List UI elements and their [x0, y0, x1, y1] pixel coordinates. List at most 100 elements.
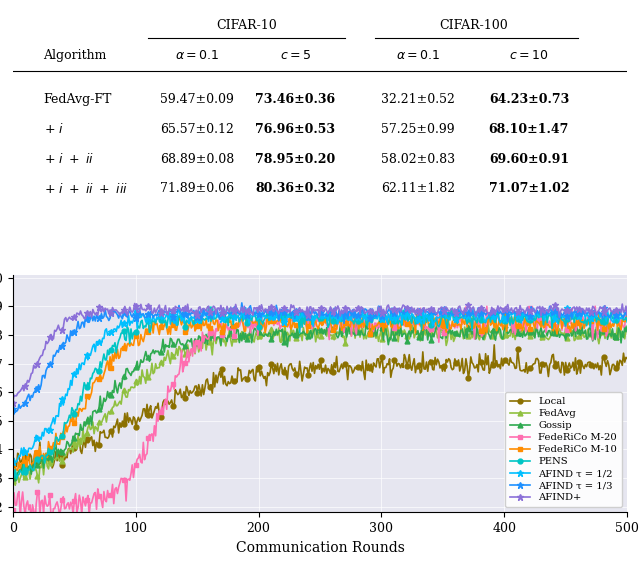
Line: Local: Local	[10, 342, 630, 473]
FedeRiCo M-10	[341, 319, 349, 326]
AFIND+	[514, 309, 522, 315]
Text: $+\ i$: $+\ i$	[44, 122, 63, 136]
Line: FedAvg: FedAvg	[10, 319, 630, 488]
AFIND τ = 1/3	[377, 312, 385, 319]
AFIND τ = 1/2	[611, 309, 619, 316]
Gossip	[342, 334, 350, 341]
FedeRiCo M-10	[301, 318, 308, 325]
Gossip	[9, 474, 17, 481]
FedeRiCo M-20	[591, 303, 599, 310]
Text: $\alpha = 0.1$: $\alpha = 0.1$	[175, 49, 220, 62]
FedAvg	[377, 328, 385, 334]
AFIND+	[623, 312, 631, 319]
AFIND τ = 1/2	[9, 458, 17, 465]
AFIND τ = 1/2	[302, 310, 310, 316]
Line: AFIND τ = 1/2: AFIND τ = 1/2	[10, 304, 630, 466]
FedAvg	[623, 324, 631, 330]
Text: 65.57±0.12: 65.57±0.12	[160, 123, 234, 136]
AFIND τ = 1/3	[303, 307, 311, 314]
AFIND τ = 1/3	[344, 315, 351, 322]
FedAvg	[611, 330, 619, 337]
AFIND τ = 1/3	[9, 405, 17, 412]
FedeRiCo M-20	[306, 310, 314, 316]
Text: 64.23±0.73: 64.23±0.73	[489, 93, 569, 106]
Text: $+\ i\ +\ ii$: $+\ i\ +\ ii$	[44, 152, 94, 166]
FedAvg	[9, 478, 17, 485]
AFIND+	[302, 311, 310, 318]
FedAvg	[12, 482, 19, 489]
Line: PENS: PENS	[10, 306, 630, 481]
AFIND+	[306, 304, 314, 311]
PENS	[611, 312, 619, 319]
Gossip	[377, 325, 385, 332]
FedAvg	[344, 318, 351, 325]
AFIND τ = 1/2	[306, 307, 314, 314]
AFIND+	[610, 310, 618, 317]
AFIND τ = 1/3	[623, 312, 631, 319]
Text: 68.10±1.47: 68.10±1.47	[489, 123, 569, 136]
FedeRiCo M-20	[611, 314, 619, 321]
AFIND τ = 1/2	[376, 317, 383, 324]
FedeRiCo M-10	[595, 309, 603, 315]
Text: 59.47±0.09: 59.47±0.09	[160, 93, 234, 106]
AFIND τ = 1/2	[470, 304, 477, 311]
Gossip	[611, 330, 619, 337]
Text: 80.36±0.32: 80.36±0.32	[255, 182, 335, 195]
Local	[515, 357, 523, 364]
Local	[9, 462, 17, 468]
PENS	[13, 476, 20, 482]
Local	[29, 467, 36, 474]
AFIND τ = 1/2	[12, 459, 19, 466]
PENS	[9, 470, 17, 476]
Text: $+\ i\ +\ ii\ +\ iii$: $+\ i\ +\ ii\ +\ iii$	[44, 182, 128, 196]
FedeRiCo M-20	[514, 315, 522, 321]
Text: 32.21±0.52: 32.21±0.52	[381, 93, 455, 106]
PENS	[515, 314, 523, 321]
AFIND τ = 1/3	[611, 306, 619, 313]
FedAvg	[302, 332, 310, 339]
AFIND τ = 1/2	[623, 310, 631, 316]
PENS	[377, 307, 385, 314]
FedAvg	[342, 333, 350, 340]
FedeRiCo M-20	[302, 322, 310, 329]
Local	[376, 364, 383, 371]
Text: CIFAR-100: CIFAR-100	[439, 19, 508, 32]
AFIND τ = 1/2	[342, 313, 350, 320]
Local	[623, 355, 631, 362]
Line: AFIND+: AFIND+	[10, 300, 630, 406]
PENS	[344, 312, 351, 319]
PENS	[302, 310, 310, 317]
Text: $c = 5$: $c = 5$	[280, 49, 311, 62]
Text: $\alpha = 0.1$: $\alpha = 0.1$	[396, 49, 440, 62]
FedeRiCo M-10	[305, 323, 312, 329]
Gossip	[302, 332, 310, 338]
Local	[302, 365, 310, 372]
Line: FedeRiCo M-20: FedeRiCo M-20	[10, 304, 630, 528]
Text: 71.89±0.06: 71.89±0.06	[160, 182, 234, 195]
PENS	[306, 317, 314, 324]
AFIND τ = 1/3	[307, 315, 315, 321]
Local	[342, 364, 350, 370]
Gossip	[376, 316, 383, 323]
Local	[490, 342, 498, 348]
X-axis label: Communication Rounds: Communication Rounds	[236, 540, 404, 555]
Legend: Local, FedAvg, Gossip, FedeRiCo M-20, FedeRiCo M-10, PENS, AFIND τ = 1/2, AFIND : Local, FedAvg, Gossip, FedeRiCo M-20, Fe…	[506, 392, 622, 507]
Gossip	[13, 477, 20, 484]
FedeRiCo M-20	[31, 522, 39, 529]
FedeRiCo M-10	[374, 319, 382, 326]
AFIND+	[342, 310, 350, 316]
Text: 73.46±0.36: 73.46±0.36	[255, 93, 335, 106]
FedeRiCo M-20	[623, 313, 631, 320]
Gossip	[623, 323, 631, 329]
Text: 68.89±0.08: 68.89±0.08	[160, 153, 234, 166]
AFIND τ = 1/2	[515, 312, 523, 319]
Text: 78.95±0.20: 78.95±0.20	[255, 153, 335, 166]
FedeRiCo M-20	[376, 324, 383, 330]
FedeRiCo M-20	[9, 507, 17, 513]
Text: $c = 10$: $c = 10$	[509, 49, 548, 62]
Text: CIFAR-10: CIFAR-10	[216, 19, 276, 32]
PENS	[326, 305, 334, 311]
AFIND+	[9, 399, 17, 406]
Text: 69.60±0.91: 69.60±0.91	[489, 153, 569, 166]
FedeRiCo M-20	[342, 309, 350, 315]
